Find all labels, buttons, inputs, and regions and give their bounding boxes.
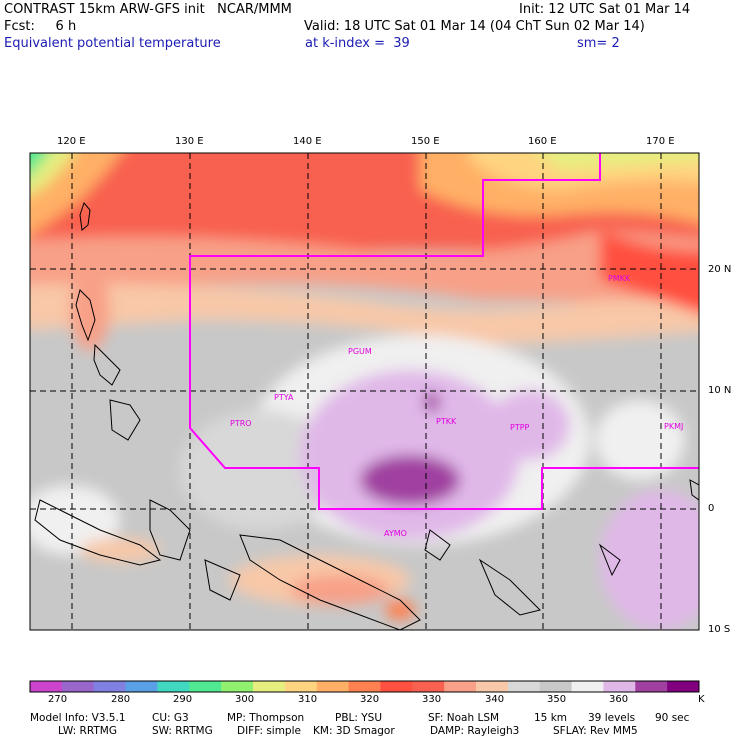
footer-damping: DAMP: Rayleigh3 xyxy=(430,725,520,737)
colorbar-swatch xyxy=(539,681,573,692)
lon-label: 140 E xyxy=(293,136,322,147)
field-name: Equivalent potential temperature xyxy=(4,36,221,51)
lon-label: 160 E xyxy=(528,136,557,147)
footer-version: Model Info: V3.5.1 xyxy=(30,712,126,724)
lat-label: 0 xyxy=(708,503,715,514)
lat-label: 20 N xyxy=(708,264,732,275)
colorbar-unit: K xyxy=(698,694,705,705)
station-label: PTRO xyxy=(230,419,252,428)
colorbar-swatch xyxy=(253,681,286,692)
colorbar-tick-label: 340 xyxy=(485,694,505,705)
model-title: CONTRAST 15km ARW-GFS init NCAR/MMM xyxy=(4,2,292,17)
colorbar-swatch xyxy=(667,681,700,692)
colorbar-swatch xyxy=(93,681,127,692)
colorbar-swatch xyxy=(316,681,350,692)
station-label: PTYA xyxy=(274,393,294,402)
colorbar-swatch xyxy=(412,681,445,692)
footer-surface: SF: Noah LSM xyxy=(428,712,500,724)
colorbar-swatch xyxy=(221,681,254,692)
lon-label: 130 E xyxy=(175,136,204,147)
colorbar-swatch xyxy=(61,681,95,692)
colorbar-swatch xyxy=(189,681,222,692)
footer-resolution: 15 km xyxy=(534,712,568,724)
smoothing: sm= 2 xyxy=(577,36,620,51)
region-boundary xyxy=(189,153,699,510)
lon-label: 170 E xyxy=(646,136,675,147)
footer-shortwave: SW: RRTMG xyxy=(152,725,213,737)
colorbar-swatch xyxy=(444,681,477,692)
lat-label: 10 N xyxy=(708,385,732,396)
footer-microphysics: MP: Thompson xyxy=(227,712,305,724)
station-label: PTPP xyxy=(510,423,530,432)
footer-km: KM: 3D Smagor xyxy=(313,725,395,737)
colorbar-swatch xyxy=(125,681,158,692)
colorbar-tick-label: 320 xyxy=(360,694,380,705)
station-label: PTKK xyxy=(436,417,457,426)
footer-timestep: 90 sec xyxy=(655,712,690,724)
map-frame xyxy=(29,152,700,631)
footer-levels: 39 levels xyxy=(588,712,636,724)
colorbar-swatch xyxy=(30,681,63,692)
footer-surface-layer: SFLAY: Rev MM5 xyxy=(553,725,638,737)
colorbar-swatch xyxy=(284,681,318,692)
colorbar-tick-label: 350 xyxy=(547,694,567,705)
colorbar-swatch xyxy=(157,681,190,692)
station-label: PKMJ xyxy=(664,422,683,431)
colorbar-tick-label: 300 xyxy=(235,694,255,705)
footer-pbl: PBL: YSU xyxy=(335,712,383,724)
footer-cumulus: CU: G3 xyxy=(152,712,189,724)
colorbar-frame xyxy=(29,680,700,693)
colorbar-swatch xyxy=(635,681,668,692)
colorbar-swatch xyxy=(603,681,636,692)
colorbar-swatch xyxy=(507,681,541,692)
footer-longwave: LW: RRTMG xyxy=(58,725,117,737)
station-label: AYMO xyxy=(384,529,407,538)
colorbar-tick-label: 280 xyxy=(111,694,131,705)
lon-label: 120 E xyxy=(57,136,86,147)
colorbar xyxy=(29,680,700,693)
colorbar-swatch xyxy=(571,681,604,692)
colorbar-swatch xyxy=(348,681,381,692)
lat-label: 10 S xyxy=(708,624,731,635)
theta-e-field: PGUM PTYA PTRO PTKK PTPP PKMJ PMKK AYMO xyxy=(30,153,699,630)
station-label: PGUM xyxy=(348,347,372,356)
colorbar-tick-label: 290 xyxy=(173,694,193,705)
colorbar-tick-label: 330 xyxy=(422,694,442,705)
station-label: PMKK xyxy=(608,274,631,283)
lon-label: 150 E xyxy=(411,136,440,147)
colorbar-tick-label: 310 xyxy=(298,694,318,705)
colorbar-tick-label: 360 xyxy=(609,694,629,705)
forecast-hour: Fcst: 6 h xyxy=(4,19,77,34)
footer-diffusion: DIFF: simple xyxy=(237,725,301,737)
level-index: at k-index = 39 xyxy=(305,36,410,51)
valid-time: Valid: 18 UTC Sat 01 Mar 14 (04 ChT Sun … xyxy=(304,19,645,34)
colorbar-swatch xyxy=(476,681,509,692)
colorbar-tick-label: 270 xyxy=(48,694,68,705)
colorbar-swatch xyxy=(380,681,413,692)
init-time: Init: 12 UTC Sat 01 Mar 14 xyxy=(519,2,691,17)
coastlines xyxy=(34,202,699,630)
